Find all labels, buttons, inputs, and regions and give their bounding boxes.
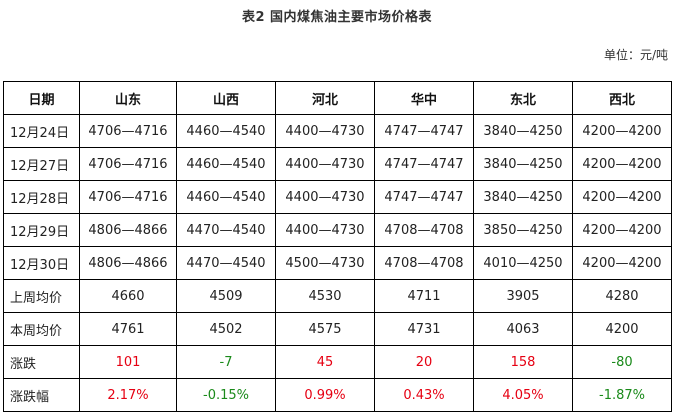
table-cell: 4747—4747 — [374, 147, 474, 181]
header-shanxi: 山西 — [176, 81, 276, 115]
row-label: 上周均价 — [3, 279, 80, 313]
table-cell: 4063 — [473, 312, 573, 346]
table-cell: 4470—4540 — [176, 246, 276, 280]
table-cell: 4400—4730 — [275, 147, 375, 181]
table-cell: 3850—4250 — [473, 213, 573, 247]
row-label: 12月28日 — [3, 180, 80, 214]
table-cell: -80 — [572, 345, 672, 379]
row-label: 12月24日 — [3, 114, 80, 148]
row-label: 本周均价 — [3, 312, 80, 346]
table-row: 上周均价 4660 4509 4530 4711 3905 4280 — [3, 279, 672, 313]
table-cell: 4200—4200 — [572, 246, 672, 280]
table-cell: -1.87% — [572, 378, 672, 412]
table-cell: 4747—4747 — [374, 114, 474, 148]
header-huazhong: 华中 — [374, 81, 474, 115]
table-row: 12月24日 4706—4716 4460—4540 4400—4730 4747—47… — [3, 114, 672, 148]
table-cell: 4530 — [275, 279, 375, 313]
table-cell: 4200—4200 — [572, 180, 672, 214]
price-table: 日期 山东 山西 河北 华中 东北 西北 12月24日 4706—4716 4460… — [3, 81, 672, 412]
table-cell: 158 — [473, 345, 573, 379]
table-title: 表2 国内煤焦油主要市场价格表 — [241, 10, 433, 25]
table-cell: 4200—4200 — [572, 213, 672, 247]
table-row: 本周均价 4761 4502 4575 4731 4063 4200 — [3, 312, 672, 346]
table-cell: -0.15% — [176, 378, 276, 412]
table-cell: 45 — [275, 345, 375, 379]
table-cell: 4.05% — [473, 378, 573, 412]
table-cell: 4502 — [176, 312, 276, 346]
table-cell: 4500—4730 — [275, 246, 375, 280]
table-cell: -7 — [176, 345, 276, 379]
table-cell: 4010—4250 — [473, 246, 573, 280]
header-xibei: 西北 — [572, 81, 672, 115]
table-cell: 4200—4200 — [572, 114, 672, 148]
table-cell: 4200—4200 — [572, 147, 672, 181]
table-cell: 4400—4730 — [275, 213, 375, 247]
table-cell: 4509 — [176, 279, 276, 313]
table-cell: 4711 — [374, 279, 474, 313]
row-label: 12月30日 — [3, 246, 80, 280]
table-cell: 101 — [79, 345, 177, 379]
table-cell: 3905 — [473, 279, 573, 313]
table-cell: 4400—4730 — [275, 114, 375, 148]
header-date: 日期 — [3, 81, 80, 115]
table-cell: 4470—4540 — [176, 213, 276, 247]
table-cell: 4460—4540 — [176, 147, 276, 181]
table-cell: 4660 — [79, 279, 177, 313]
table-header-row: 日期 山东 山西 河北 华中 东北 西北 — [3, 81, 672, 115]
table-row: 12月29日 4806—4866 4470—4540 4400—4730 4708—47… — [3, 213, 672, 247]
table-cell: 20 — [374, 345, 474, 379]
table-row: 12月28日 4706—4716 4460—4540 4400—4730 4747—47… — [3, 180, 672, 214]
table-cell: 4731 — [374, 312, 474, 346]
table-cell: 4280 — [572, 279, 672, 313]
table-cell: 4460—4540 — [176, 180, 276, 214]
table-cell: 4200 — [572, 312, 672, 346]
table-cell: 4806—4866 — [79, 213, 177, 247]
row-label: 12月27日 — [3, 147, 80, 181]
header-dongbei: 东北 — [473, 81, 573, 115]
header-shandong: 山东 — [79, 81, 177, 115]
unit-label: 单位：元/吨 — [603, 48, 668, 62]
row-label: 涨跌 — [3, 345, 80, 379]
header-hebei: 河北 — [275, 81, 375, 115]
table-cell: 4708—4708 — [374, 246, 474, 280]
row-label: 12月29日 — [3, 213, 80, 247]
table-cell: 4575 — [275, 312, 375, 346]
table-cell: 4761 — [79, 312, 177, 346]
table-cell: 4747—4747 — [374, 180, 474, 214]
row-label: 涨跌幅 — [3, 378, 80, 412]
table-cell: 3840—4250 — [473, 114, 573, 148]
table-cell: 4706—4716 — [79, 147, 177, 181]
table-row: 12月27日 4706—4716 4460—4540 4400—4730 4747—47… — [3, 147, 672, 181]
table-cell: 4460—4540 — [176, 114, 276, 148]
table-cell: 3840—4250 — [473, 180, 573, 214]
table-cell: 0.43% — [374, 378, 474, 412]
table-cell: 4400—4730 — [275, 180, 375, 214]
table-row: 12月30日 4806—4866 4470—4540 4500—4730 4708—47… — [3, 246, 672, 280]
table-cell: 0.99% — [275, 378, 375, 412]
table-cell: 4706—4716 — [79, 114, 177, 148]
table-cell: 2.17% — [79, 378, 177, 412]
table-body: 12月24日 4706—4716 4460—4540 4400—4730 4747—47… — [3, 114, 672, 412]
table-cell: 4708—4708 — [374, 213, 474, 247]
table-cell: 3840—4250 — [473, 147, 573, 181]
table-row: 涨跌幅 2.17% -0.15% 0.99% 0.43% 4.05% -1.87% — [3, 378, 672, 412]
table-cell: 4706—4716 — [79, 180, 177, 214]
table-cell: 4806—4866 — [79, 246, 177, 280]
table-row: 涨跌 101 -7 45 20 158 -80 — [3, 345, 672, 379]
